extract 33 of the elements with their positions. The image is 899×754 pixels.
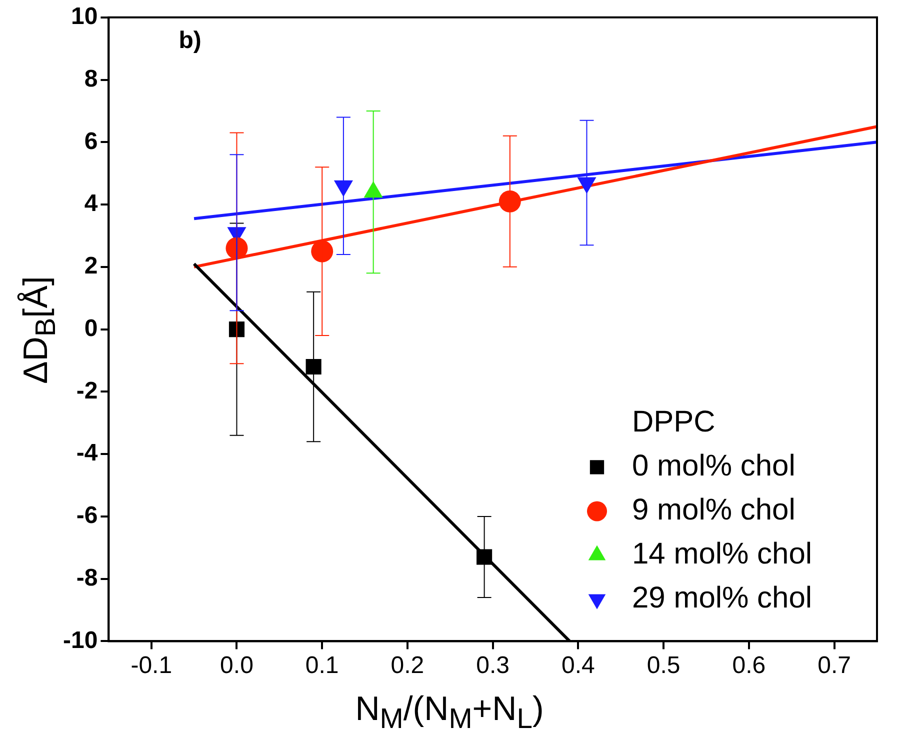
y-tick-label: 6	[84, 128, 98, 155]
point	[498, 190, 521, 212]
point	[311, 240, 334, 262]
y-tick-label: -6	[76, 502, 98, 530]
x-tick-label: 0.6	[732, 652, 766, 680]
y-tick-label: 4	[84, 190, 98, 218]
legend-label: 9 mol% chol	[632, 493, 796, 526]
y-tick-label: -8	[76, 564, 98, 592]
y-tick-label: -4	[76, 440, 98, 467]
point	[226, 237, 248, 260]
y-tick-label: -10	[63, 626, 98, 654]
legend-label: 14 mol% chol	[632, 537, 812, 570]
x-tick-label: 0.2	[390, 652, 424, 680]
x-tick-label: 0.0	[220, 652, 254, 680]
x-tick-label: 0.7	[818, 652, 852, 680]
y-tick-label: -2	[76, 377, 98, 404]
annotation: b)	[178, 27, 202, 54]
y-tick-label: 2	[84, 252, 98, 280]
x-tick-label: 0.5	[646, 652, 680, 680]
point	[228, 322, 245, 338]
y-tick-label: 8	[84, 65, 98, 92]
legend-label: 29 mol% chol	[632, 581, 812, 614]
legend-title: DPPC	[632, 405, 716, 438]
y-tick-label: 0	[84, 314, 98, 342]
x-tick-label: 0.4	[562, 652, 595, 680]
x-tick-label: -0.1	[130, 652, 172, 680]
point	[476, 549, 492, 565]
point	[306, 358, 322, 375]
y-tick-label: 10	[70, 3, 98, 30]
x-axis-title: N$_{M}$/(N$_{M}$+N$_{L}$)	[354, 690, 545, 736]
x-tick-label: 0.1	[305, 652, 339, 680]
legend-label: 0 mol% chol	[632, 449, 796, 482]
x-tick-label: 0.3	[476, 652, 510, 680]
